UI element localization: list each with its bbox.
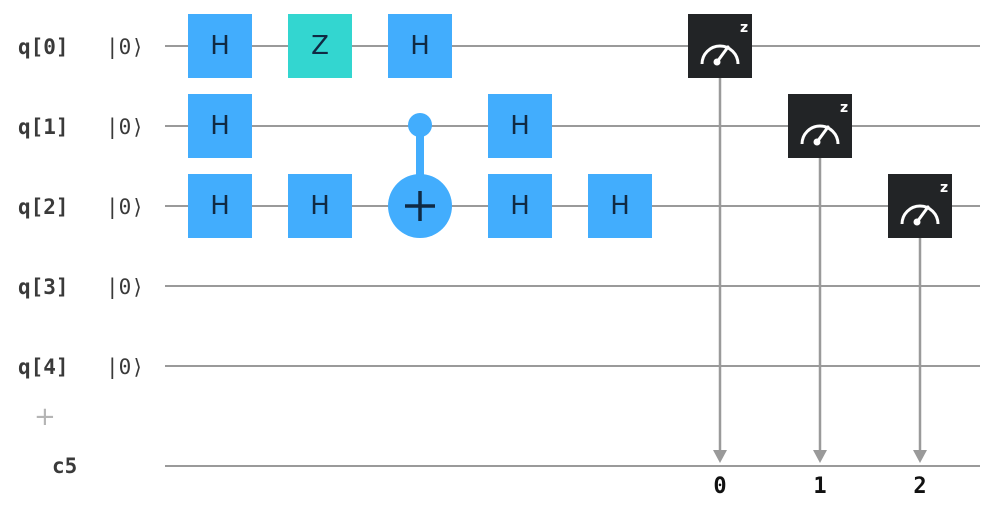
cnot-gate xyxy=(388,113,452,238)
gauge-icon: z xyxy=(800,100,848,146)
measure-gate-q2[interactable]: z xyxy=(888,174,952,238)
measure-basis: z xyxy=(740,20,748,36)
qubit-wire-q2[interactable] xyxy=(165,205,980,207)
qubit-label-q1: q[1] xyxy=(18,115,69,139)
measure-gate-q0[interactable]: z xyxy=(688,14,752,78)
measure-gate-q1[interactable]: z xyxy=(788,94,852,158)
h-gate[interactable]: H xyxy=(288,174,352,238)
h-gate[interactable]: H xyxy=(588,174,652,238)
h-gate[interactable]: H xyxy=(488,174,552,238)
measure-basis: z xyxy=(840,100,848,116)
h-gate[interactable]: H xyxy=(188,14,252,78)
h-gate[interactable]: H xyxy=(188,174,252,238)
qubit-wire-q1[interactable] xyxy=(165,125,980,127)
initial-state-q3[interactable]: |0⟩ xyxy=(106,275,144,299)
initial-state-q1[interactable]: |0⟩ xyxy=(106,115,144,139)
qubit-label-q4: q[4] xyxy=(18,355,69,379)
h-gate[interactable]: H xyxy=(488,94,552,158)
h-gate[interactable]: H xyxy=(188,94,252,158)
classical-bit-index-2: 2 xyxy=(913,474,927,499)
cnot-control-dot xyxy=(408,113,432,137)
qubit-label-q2: q[2] xyxy=(18,195,69,219)
qubit-wire-q3[interactable] xyxy=(165,285,980,287)
gauge-icon: z xyxy=(700,20,748,66)
classical-bit-index-1: 1 xyxy=(813,474,827,499)
z-gate[interactable]: Z xyxy=(288,14,352,78)
classical-bit-index-0: 0 xyxy=(713,474,727,499)
initial-state-q4[interactable]: |0⟩ xyxy=(106,355,144,379)
qubit-wire-q4[interactable] xyxy=(165,365,980,367)
h-gate[interactable]: H xyxy=(388,14,452,78)
measure-arrow-2 xyxy=(913,450,927,463)
add-register-button[interactable]: + xyxy=(34,402,56,432)
qubit-wire-q0[interactable] xyxy=(165,45,980,47)
qubit-label-q0: q[0] xyxy=(18,35,69,59)
measure-arrow-0 xyxy=(713,450,727,463)
gauge-icon: z xyxy=(900,180,948,226)
classical-register-label: c5 xyxy=(52,454,78,478)
measure-arrow-1 xyxy=(813,450,827,463)
initial-state-q0[interactable]: |0⟩ xyxy=(106,35,144,59)
initial-state-q2[interactable]: |0⟩ xyxy=(106,195,144,219)
classical-wire-c5[interactable] xyxy=(165,465,980,467)
measure-basis: z xyxy=(940,180,948,196)
qubit-label-q3: q[3] xyxy=(18,275,69,299)
